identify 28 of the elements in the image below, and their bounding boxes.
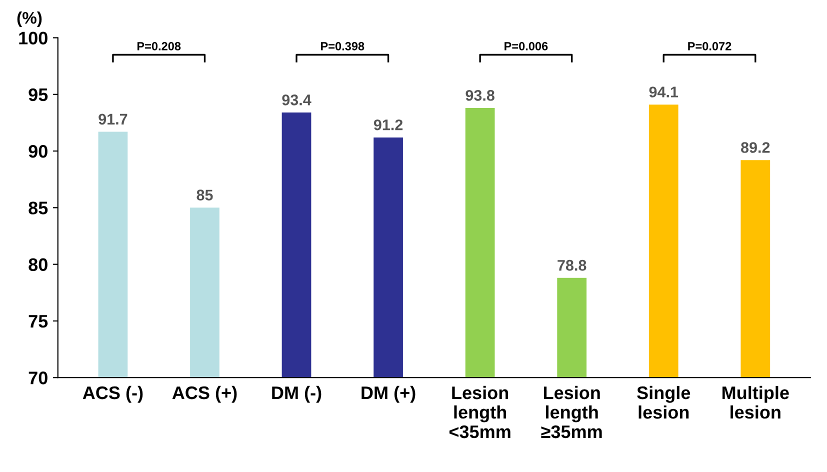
data-label: 93.4 (282, 94, 312, 106)
data-label: 93.8 (466, 90, 494, 101)
data-label: 78.8 (558, 260, 586, 271)
y-tick-label: 75 (28, 315, 48, 328)
data-label: 94.1 (649, 86, 678, 98)
x-tick-label: DM (+) (362, 386, 416, 403)
y-tick-label: 80 (28, 258, 48, 272)
y-axis-title: (%) (17, 12, 42, 28)
x-tick-label: Single lesion (637, 386, 690, 419)
y-tick-label: 90 (28, 144, 48, 158)
data-label: 91.7 (98, 114, 128, 125)
annotation: P=0.398 (321, 42, 364, 50)
data-label: 85 (196, 190, 213, 200)
data-label: 91.2 (374, 119, 403, 130)
y-tick-label: 95 (28, 88, 48, 102)
x-tick-label: Multiple lesion (722, 386, 789, 419)
annotation: P=0.006 (504, 42, 548, 50)
x-tick-label: Lesion length <35mm (449, 386, 510, 438)
y-tick-label: 100 (19, 32, 48, 44)
x-tick-label: ACS (-) (82, 386, 143, 403)
x-tick-label: Lesion length ≥35mm (541, 386, 602, 438)
annotation: P=0.208 (137, 42, 181, 50)
data-label: 89.2 (741, 142, 770, 153)
y-tick-label: 85 (28, 202, 48, 214)
x-tick-label: DM (-) (272, 386, 322, 403)
y-tick-label: 70 (28, 372, 48, 384)
annotation: P=0.072 (688, 42, 732, 50)
x-tick-label: ACS (+) (172, 386, 237, 403)
